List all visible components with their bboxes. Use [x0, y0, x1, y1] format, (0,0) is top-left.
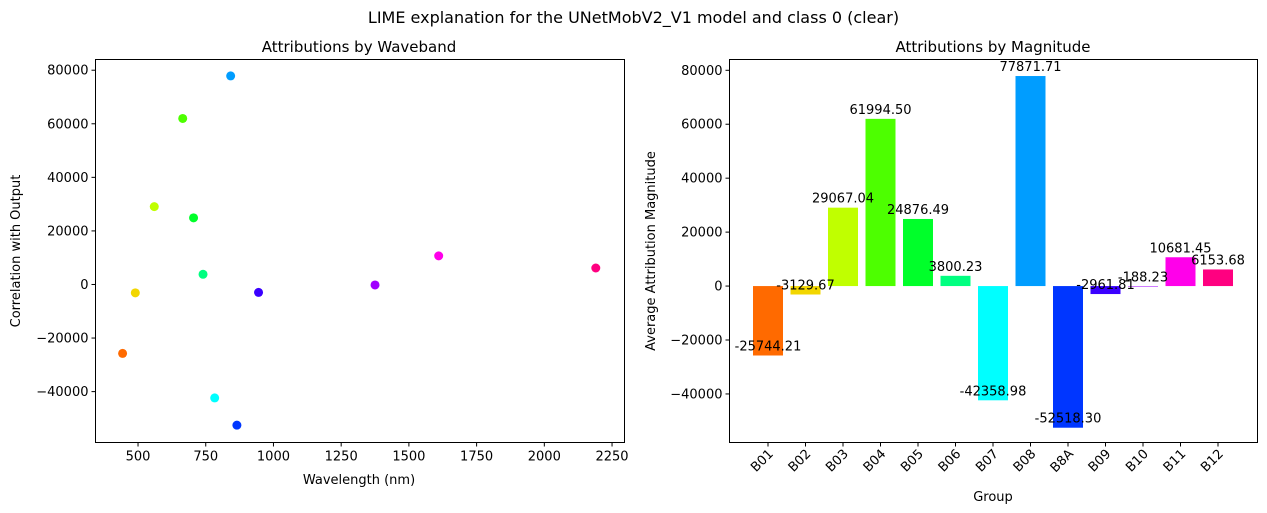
- bar: [828, 207, 858, 287]
- scatter-y-tick-label: 20000: [47, 224, 88, 239]
- scatter-point: [130, 288, 140, 298]
- scatter-axes: 500 750 1000 1250 1500 1750 2000 2250 −40000 −200…: [36, 64, 628, 465]
- scatter-point: [254, 287, 264, 297]
- bar-x-tick-label: B03: [823, 447, 852, 476]
- scatter-y-tick-label: 0: [80, 278, 88, 293]
- scatter-title: Attributions by Waveband: [262, 38, 457, 56]
- bar-series: [753, 76, 1233, 428]
- bar: [1015, 76, 1046, 287]
- scatter-x-tick-label: 2000: [528, 450, 561, 465]
- bar-data-label: 6153.68: [1191, 253, 1245, 268]
- bar: [940, 275, 971, 287]
- scatter-x-tick-label: 1750: [460, 450, 493, 465]
- bar-x-tick-label: B06: [936, 447, 965, 476]
- bar-x-tick-label: B05: [898, 447, 927, 476]
- bar-data-label: -2961.81: [1076, 278, 1134, 293]
- scatter-point: [370, 280, 380, 290]
- bar-title: Attributions by Magnitude: [895, 38, 1090, 56]
- scatter-x-axis-label: Wavelength (nm): [303, 473, 415, 488]
- bar: [865, 118, 896, 287]
- bar-data-label: 24876.49: [887, 203, 949, 218]
- scatter-point: [210, 393, 220, 403]
- bar-x-tick-label: B12: [1198, 447, 1227, 476]
- scatter-point: [198, 269, 208, 279]
- scatter-points: [118, 71, 601, 430]
- bar-y-tick-label: 80000: [681, 64, 722, 79]
- scatter-x-tick-label: 2250: [595, 450, 628, 465]
- scatter-y-tick-label: −40000: [36, 385, 88, 400]
- scatter-y-tick-label: 60000: [47, 117, 88, 132]
- scatter-point: [189, 213, 199, 223]
- bar-y-axis-label: Average Attribution Magnitude: [644, 151, 659, 351]
- bar-y-tick-label: 20000: [681, 226, 722, 241]
- scatter-x-tick-label: 1250: [325, 450, 358, 465]
- scatter-y-tick-label: 40000: [47, 171, 88, 186]
- bar-x-tick-label: B02: [786, 447, 815, 476]
- scatter-x-tick-label: 750: [193, 450, 218, 465]
- bar-y-tick-label: 40000: [681, 172, 722, 187]
- bar-x-axis-label: Group: [973, 490, 1013, 505]
- bar-data-label: -3129.67: [776, 279, 834, 294]
- scatter-point: [118, 348, 128, 358]
- scatter-point: [178, 113, 188, 123]
- scatter-x-tick-label: 1500: [392, 450, 425, 465]
- figure-title: LIME explanation for the UNetMobV2_V1 mo…: [367, 8, 900, 27]
- bar-data-label: 29067.04: [812, 192, 874, 207]
- bar-data-label: 61994.50: [849, 103, 911, 118]
- bar: [790, 286, 821, 295]
- scatter-x-tick-label: 500: [126, 450, 151, 465]
- scatter-point: [434, 251, 444, 261]
- scatter-x-tick-label: 1000: [257, 450, 290, 465]
- bar-y-tick-label: 60000: [681, 118, 722, 133]
- bar-x-tick-label: B01: [748, 447, 777, 476]
- bar-x-tick-label: B10: [1123, 447, 1152, 476]
- bar-y-tick-label: −20000: [670, 334, 722, 349]
- scatter-y-axis-label: Correlation with Output: [9, 175, 24, 328]
- bar-data-label: -25744.21: [735, 340, 802, 355]
- bar-data-label: 77871.71: [999, 60, 1061, 75]
- bar-y-tick-label: −40000: [670, 387, 722, 402]
- scatter-point: [591, 263, 601, 273]
- bar: [753, 286, 783, 356]
- bar-data-label: -42358.98: [960, 384, 1027, 399]
- scatter-point: [226, 71, 236, 81]
- bar-x-tick-label: B09: [1086, 447, 1115, 476]
- scatter-point: [232, 420, 242, 430]
- bar-data-label: 3800.23: [929, 260, 983, 275]
- bar-x-tick-label: B8A: [1048, 447, 1077, 476]
- bar-data-label: -52518.30: [1035, 412, 1102, 427]
- bar-x-tick-label: B08: [1011, 447, 1040, 476]
- bar: [1203, 269, 1233, 287]
- scatter-chart: Attributions by Waveband 500 750 1000 1250 1…: [9, 38, 629, 488]
- bar-x-tick-label: B04: [861, 447, 890, 476]
- bar: [978, 286, 1008, 401]
- bar: [1128, 286, 1158, 287]
- bar: [1165, 257, 1196, 287]
- bar: [903, 218, 933, 287]
- bar-x-tick-label: B11: [1161, 447, 1190, 476]
- bar-data-label: 10681.45: [1149, 241, 1211, 256]
- bar-data-label: -188.23: [1118, 271, 1168, 286]
- bar: [1090, 286, 1121, 295]
- bar-data-labels: -25744.21 -3129.67 29067.04 61994.50 24876.4…: [735, 60, 1245, 427]
- bar-plot-frame: [729, 59, 1258, 443]
- scatter-plot-frame: [95, 59, 625, 443]
- scatter-y-tick-label: −20000: [36, 332, 88, 347]
- bar: [1053, 286, 1083, 428]
- bar-y-tick-label: 0: [714, 280, 722, 295]
- scatter-y-tick-label: 80000: [47, 64, 88, 79]
- scatter-point: [149, 202, 159, 212]
- bar-x-tick-label: B07: [973, 447, 1002, 476]
- bar-chart: Attributions by Magnitude −40000 −20000 0 2…: [644, 38, 1258, 505]
